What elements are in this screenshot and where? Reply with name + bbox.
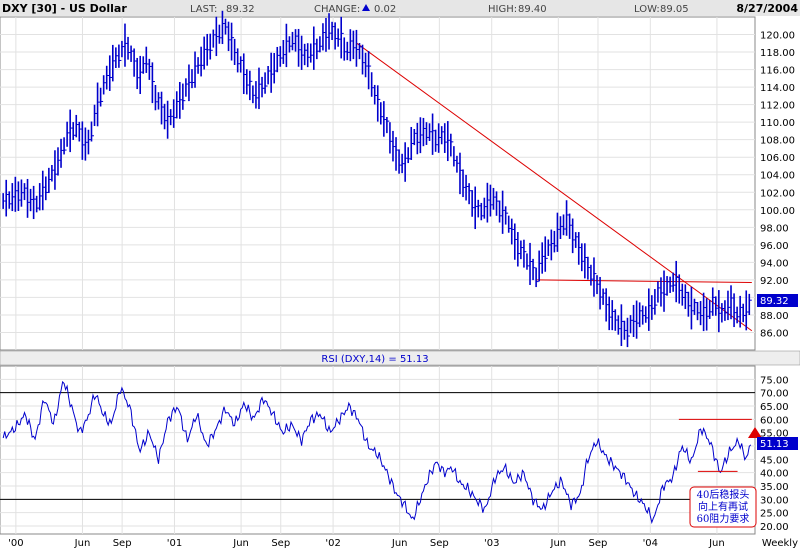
annotation-line-1: 40后稳报头	[697, 488, 750, 501]
rsi-current-badge	[757, 437, 798, 450]
low-value: 89.05	[660, 4, 689, 15]
price-tick-label: 118.00	[760, 48, 795, 59]
price-series	[2, 10, 752, 348]
trendline	[536, 279, 752, 284]
rsi-tick-label: 70.00	[760, 389, 789, 400]
price-tick-label: 86.00	[760, 328, 789, 339]
x-tick-label: '02	[325, 538, 340, 549]
price-tick-label: 102.00	[760, 188, 795, 199]
rsi-current-value: 51.13	[760, 439, 789, 450]
price-tick-label: 98.00	[760, 223, 789, 234]
last-value: 89.32	[226, 4, 255, 15]
red-up-arrow-icon	[748, 427, 762, 438]
price-tick-label: 110.00	[760, 118, 795, 129]
rsi-tick-label: 20.00	[760, 522, 789, 533]
rsi-tick-label: 40.00	[760, 469, 789, 480]
rsi-line	[2, 380, 752, 525]
rsi-title: RSI (DXY,14) = 51.13	[321, 354, 428, 365]
x-tick-label: Jun	[232, 538, 249, 549]
low-label: LOW:	[634, 4, 660, 15]
annotation-line-3: 60阻力要求	[697, 512, 750, 525]
x-tick-label: Sep	[271, 538, 290, 549]
price-tick-label: 96.00	[760, 241, 789, 252]
rsi-tick-label: 25.00	[760, 509, 789, 520]
x-tick-label: Sep	[589, 538, 608, 549]
high-value: 89.40	[518, 4, 547, 15]
header-bar	[0, 0, 800, 16]
price-tick-label: 88.00	[760, 311, 789, 322]
annotation-line-2: 向上有再试	[698, 500, 748, 513]
rsi-plot-frame	[0, 365, 756, 535]
rsi-tick-label: 45.00	[760, 455, 789, 466]
up-arrow-icon	[362, 4, 370, 11]
price-tick-label: 100.00	[760, 206, 795, 217]
rsi-tick-label: 60.00	[760, 415, 789, 426]
price-tick-label: 92.00	[760, 276, 789, 287]
rsi-tick-label: 75.00	[760, 375, 789, 386]
price-panel: 86.0088.0090.0092.0094.0096.0098.00100.0…	[0, 10, 798, 351]
trendline	[356, 42, 753, 332]
rsi-title-strip	[0, 350, 800, 366]
price-tick-label: 114.00	[760, 83, 795, 94]
x-tick-label: Sep	[113, 538, 132, 549]
x-tick-label: Jun	[708, 538, 725, 549]
x-tick-label: '03	[484, 538, 499, 549]
price-tick-label: 116.00	[760, 66, 795, 77]
x-axis: '00 Jun Sep '01 Jun Sep '02 Jun Sep '03 Jun Sep '04 J…	[8, 538, 725, 549]
annotation-box	[689, 486, 757, 528]
x-tick-label: Jun	[74, 538, 91, 549]
price-y-axis: 86.0088.0090.0092.0094.0096.0098.00100.0…	[760, 31, 795, 340]
rsi-tick-label: 55.00	[760, 429, 789, 440]
price-tick-label: 108.00	[760, 136, 795, 147]
x-tick-label: Sep	[430, 538, 449, 549]
x-tick-label: '04	[643, 538, 658, 549]
date-label: 8/27/2004	[736, 2, 798, 15]
x-tick-label: Jun	[391, 538, 408, 549]
price-trendlines	[356, 42, 753, 332]
change-value: 0.02	[374, 4, 396, 15]
change-label: CHANGE:	[314, 4, 360, 15]
price-tick-label: 94.00	[760, 258, 789, 269]
rsi-tick-label: 35.00	[760, 482, 789, 493]
last-label: LAST:	[190, 4, 217, 15]
rsi-series	[2, 380, 752, 525]
price-grid	[0, 17, 755, 350]
x-tick-label: '00	[8, 538, 23, 549]
price-tick-label: 106.00	[760, 153, 795, 164]
rsi-y-axis: 20.0025.0030.0035.0040.0045.0050.0055.00…	[760, 375, 789, 533]
rsi-tick-label: 65.00	[760, 402, 789, 413]
symbol-title: DXY [30] - US Dollar	[2, 2, 127, 15]
price-current-badge	[757, 294, 798, 307]
rsi-grid	[0, 366, 755, 534]
price-current-value: 89.32	[760, 296, 789, 307]
rsi-tick-label: 30.00	[760, 495, 789, 506]
x-tick-label: '01	[167, 538, 182, 549]
price-tick-label: 112.00	[760, 101, 795, 112]
period-label: Weekly	[762, 538, 798, 549]
price-tick-label: 120.00	[760, 31, 795, 42]
x-tick-label: Jun	[550, 538, 567, 549]
high-label: HIGH:	[488, 4, 517, 15]
price-plot-frame	[0, 16, 756, 351]
price-tick-label: 104.00	[760, 171, 795, 182]
rsi-panel: 20.0025.0030.0035.0040.0045.0050.0055.00…	[0, 365, 798, 535]
